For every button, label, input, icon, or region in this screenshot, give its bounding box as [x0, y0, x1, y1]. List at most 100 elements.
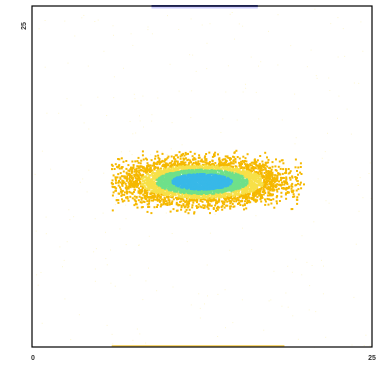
density-point: [175, 201, 178, 204]
density-point: [280, 177, 283, 180]
density-point: [285, 188, 288, 191]
density-point: [170, 185, 173, 188]
density-point: [136, 178, 139, 181]
density-point: [163, 187, 166, 190]
density-point: [139, 162, 142, 165]
density-point: [247, 195, 250, 198]
density-point: [221, 166, 224, 169]
density-point: [216, 205, 219, 208]
density-point: [255, 189, 258, 192]
density-point: [147, 181, 150, 183]
density-point: [271, 189, 274, 192]
density-point: [207, 207, 210, 210]
density-point: [129, 174, 131, 176]
density-point: [278, 183, 280, 186]
density-point: [274, 185, 277, 188]
density-point: [139, 174, 142, 177]
density-point: [269, 198, 272, 201]
density-point: [204, 161, 207, 164]
density-point: [257, 166, 260, 169]
density-point: [229, 200, 232, 203]
density-point: [220, 200, 223, 203]
density-point: [150, 212, 153, 215]
density-point: [141, 180, 144, 183]
density-point: [211, 192, 214, 195]
density-point: [242, 167, 245, 170]
density-point: [248, 193, 251, 195]
density-point: [214, 162, 217, 164]
density-point: [255, 161, 258, 164]
density-point: [270, 170, 273, 173]
density-point: [245, 166, 248, 169]
density-point: [264, 198, 266, 201]
density-point: [153, 206, 156, 209]
density-point: [235, 200, 238, 203]
density-point: [165, 188, 168, 191]
density-point: [256, 172, 259, 175]
density-point: [223, 206, 226, 209]
density-point: [177, 167, 180, 170]
density-point: [266, 177, 269, 180]
density-point: [278, 180, 280, 183]
density-point: [123, 191, 126, 194]
density-point: [224, 181, 227, 184]
density-point: [123, 199, 126, 202]
density-point: [170, 166, 173, 169]
density-point: [283, 180, 286, 183]
density-point: [222, 185, 224, 188]
density-point: [193, 193, 196, 196]
density-point: [183, 169, 186, 172]
density-point: [152, 182, 155, 185]
density-point: [291, 176, 294, 179]
density-point: [211, 194, 213, 197]
density-point: [182, 165, 185, 168]
density-point: [279, 179, 282, 182]
density-point: [199, 192, 202, 195]
density-point: [215, 201, 218, 204]
density-point: [122, 170, 125, 173]
density-point: [120, 175, 123, 178]
density-point: [256, 192, 259, 195]
density-point: [258, 180, 261, 183]
density-point: [136, 185, 138, 188]
density-point: [143, 167, 146, 170]
density-point: [270, 193, 273, 196]
density-point: [242, 195, 245, 198]
density-point: [188, 162, 191, 164]
density-point: [160, 177, 163, 180]
density-point: [199, 205, 202, 208]
density-point: [258, 188, 261, 191]
density-point: [225, 166, 228, 169]
density-point: [166, 190, 168, 193]
density-point: [236, 196, 239, 199]
density-point: [166, 156, 169, 159]
density-point: [202, 193, 204, 196]
density-point: [254, 160, 257, 163]
density-point: [193, 152, 196, 155]
density-point: [225, 161, 227, 163]
density-point: [237, 194, 240, 196]
density-point: [165, 167, 168, 170]
density-point: [141, 166, 144, 169]
density-point: [247, 168, 250, 171]
density-point: [259, 179, 262, 182]
density-point: [188, 189, 191, 192]
density-point: [182, 158, 185, 161]
density-point: [169, 195, 172, 197]
density-point: [130, 171, 133, 174]
density-point: [116, 176, 119, 179]
density-point: [274, 178, 277, 181]
density-point: [259, 165, 262, 168]
density-point: [266, 194, 269, 197]
density-point: [129, 191, 132, 194]
density-point: [296, 196, 299, 199]
density-point: [204, 168, 207, 171]
density-point: [144, 170, 147, 173]
density-point: [267, 185, 270, 188]
density-point: [254, 162, 257, 165]
density-point: [263, 172, 266, 174]
density-point: [238, 163, 241, 166]
density-point: [275, 188, 278, 191]
density-point: [222, 164, 225, 166]
density-point: [259, 195, 262, 198]
